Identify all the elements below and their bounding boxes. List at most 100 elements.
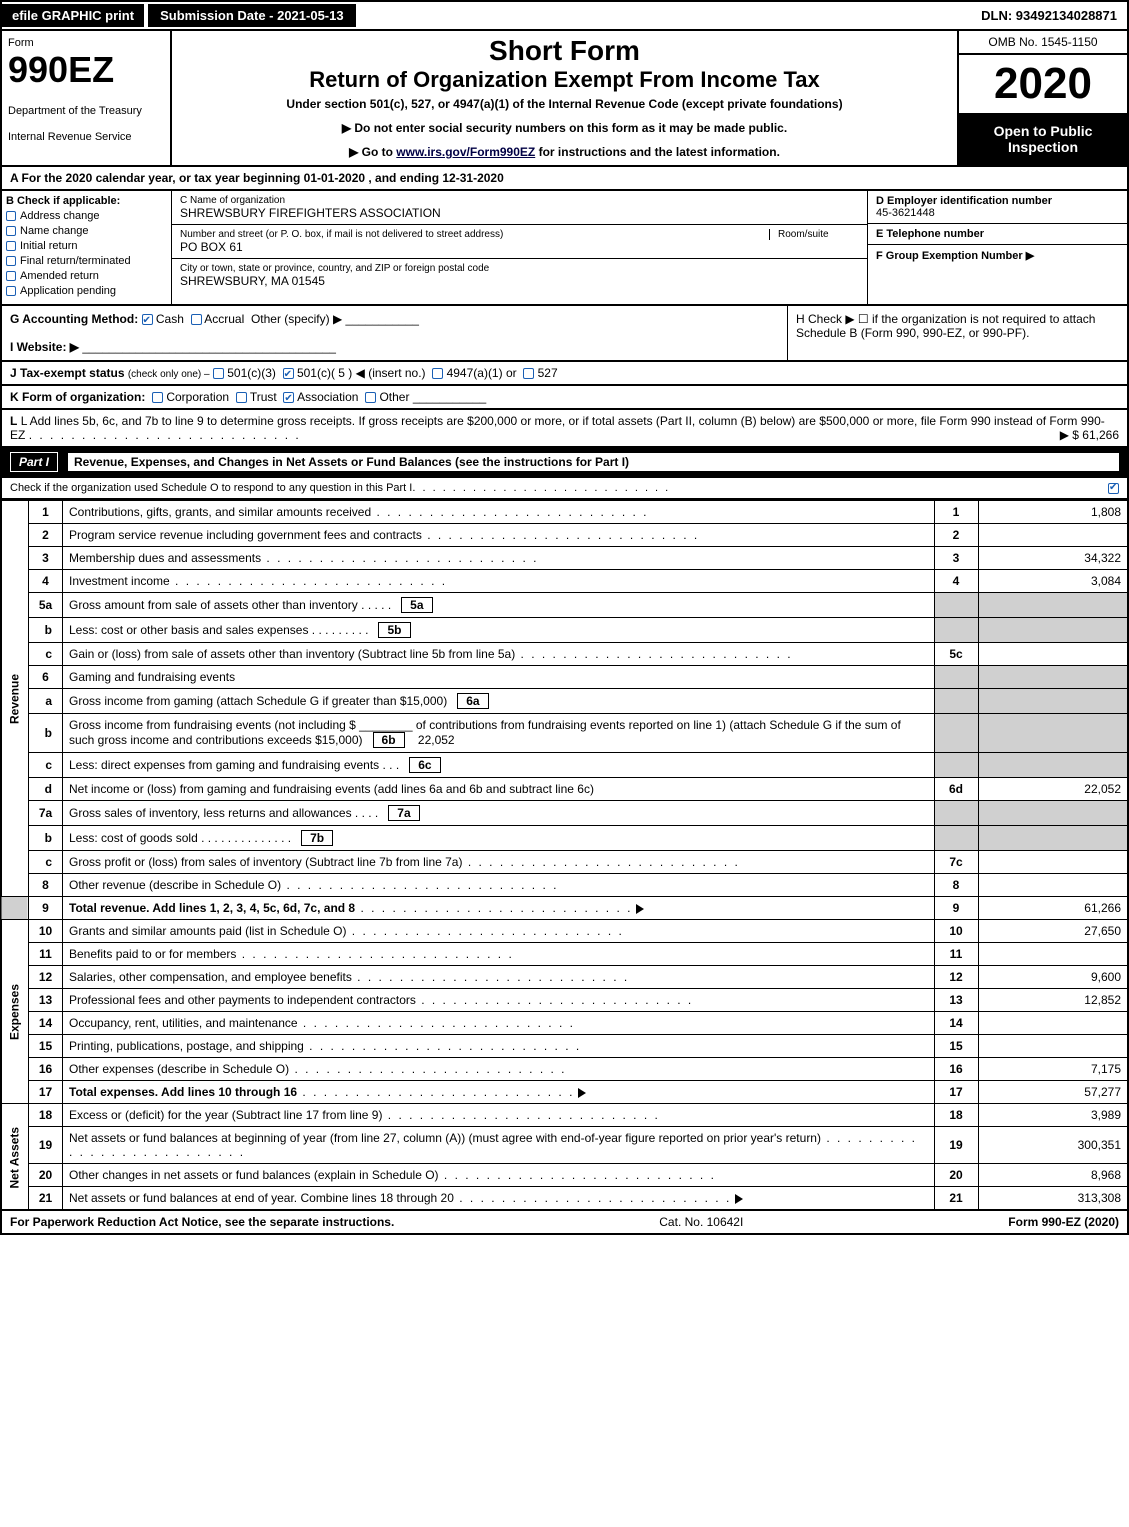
row-g: G Accounting Method: Cash Accrual Other … (2, 306, 787, 360)
open-public: Open to Public Inspection (959, 113, 1127, 165)
netassets-vlabel: Net Assets (1, 1104, 29, 1211)
section-def: D Employer identification number 45-3621… (867, 191, 1127, 304)
part-i-header: Part I Revenue, Expenses, and Changes in… (0, 448, 1129, 478)
header-right: OMB No. 1545-1150 2020 Open to Public In… (957, 31, 1127, 165)
footer-left: For Paperwork Reduction Act Notice, see … (10, 1215, 394, 1229)
irs-link[interactable]: www.irs.gov/Form990EZ (396, 145, 535, 159)
row-a: A For the 2020 calendar year, or tax yea… (0, 167, 1129, 191)
ein-cell: D Employer identification number 45-3621… (868, 191, 1127, 224)
chk-527[interactable] (523, 368, 534, 379)
chk-assoc[interactable] (283, 392, 294, 403)
line-21: 21Net assets or fund balances at end of … (1, 1187, 1128, 1211)
line-16: 16Other expenses (describe in Schedule O… (1, 1058, 1128, 1081)
ein: 45-3621448 (876, 207, 1119, 219)
line-4: 4Investment income43,084 (1, 570, 1128, 593)
line-6c: cLess: direct expenses from gaming and f… (1, 753, 1128, 778)
chk-accrual[interactable] (191, 314, 202, 325)
chk-address-change[interactable]: Address change (6, 210, 167, 222)
row-j: J Tax-exempt status (check only one) – 5… (0, 362, 1129, 386)
line-15: 15Printing, publications, postage, and s… (1, 1035, 1128, 1058)
part-i-table: Revenue 1 Contributions, gifts, grants, … (0, 500, 1129, 1211)
footer-right: Form 990-EZ (2020) (1008, 1215, 1119, 1229)
note-link: ▶ Go to www.irs.gov/Form990EZ for instru… (180, 145, 949, 159)
expenses-vlabel: Expenses (1, 920, 29, 1104)
k-label: K Form of organization: (10, 390, 145, 404)
chk-final-return[interactable]: Final return/terminated (6, 255, 167, 267)
omb-number: OMB No. 1545-1150 (959, 31, 1127, 55)
section-b: B Check if applicable: Address change Na… (2, 191, 172, 304)
chk-pending[interactable]: Application pending (6, 285, 167, 297)
line-11: 11Benefits paid to or for members11 (1, 943, 1128, 966)
j-small: (check only one) – (128, 369, 210, 380)
title-return: Return of Organization Exempt From Incom… (180, 67, 949, 93)
line-7b: bLess: cost of goods sold . . . . . . . … (1, 826, 1128, 851)
header-left: Form 990EZ Department of the Treasury In… (2, 31, 172, 165)
dln: DLN: 93492134028871 (971, 4, 1127, 27)
group-exempt-label: F Group Exemption Number ▶ (876, 249, 1119, 262)
line-19: 19Net assets or fund balances at beginni… (1, 1127, 1128, 1164)
chk-other[interactable] (365, 392, 376, 403)
chk-501c[interactable] (283, 368, 294, 379)
title-short-form: Short Form (180, 35, 949, 67)
l-amt: ▶ $ 61,266 (1060, 428, 1119, 442)
city-label: City or town, state or province, country… (180, 263, 859, 274)
header-center: Short Form Return of Organization Exempt… (172, 31, 957, 165)
line-20: 20Other changes in net assets or fund ba… (1, 1164, 1128, 1187)
addr-label: Number and street (or P. O. box, if mail… (180, 229, 859, 240)
chk-name-change[interactable]: Name change (6, 225, 167, 237)
chk-amended[interactable]: Amended return (6, 270, 167, 282)
line-3: 3Membership dues and assessments334,322 (1, 547, 1128, 570)
efile-label[interactable]: efile GRAPHIC print (2, 4, 144, 27)
triangle-icon (578, 1088, 586, 1098)
info-grid: B Check if applicable: Address change Na… (0, 191, 1129, 306)
chk-corp[interactable] (152, 392, 163, 403)
line-6: 6Gaming and fundraising events (1, 666, 1128, 689)
line-6a: aGross income from gaming (attach Schedu… (1, 689, 1128, 714)
addr-row: Room/suite Number and street (or P. O. b… (172, 225, 867, 259)
line-10: Expenses 10Grants and similar amounts pa… (1, 920, 1128, 943)
line-17: 17Total expenses. Add lines 10 through 1… (1, 1081, 1128, 1104)
org-name: SHREWSBURY FIREFIGHTERS ASSOCIATION (180, 206, 859, 220)
triangle-icon (735, 1194, 743, 1204)
part-i-title: Revenue, Expenses, and Changes in Net As… (68, 453, 1119, 471)
line-6d: dNet income or (loss) from gaming and fu… (1, 778, 1128, 801)
org-name-row: C Name of organization SHREWSBURY FIREFI… (172, 191, 867, 225)
section-c: C Name of organization SHREWSBURY FIREFI… (172, 191, 867, 304)
b-header: B Check if applicable: (6, 195, 167, 207)
form-number: 990EZ (8, 49, 164, 91)
chk-trust[interactable] (236, 392, 247, 403)
city-row: City or town, state or province, country… (172, 259, 867, 293)
row-l: L L Add lines 5b, 6c, and 7b to line 9 t… (0, 410, 1129, 448)
triangle-icon (636, 904, 644, 914)
revenue-vlabel: Revenue (1, 501, 29, 897)
chk-501c3[interactable] (213, 368, 224, 379)
row-gh: G Accounting Method: Cash Accrual Other … (0, 306, 1129, 362)
line-12: 12Salaries, other compensation, and empl… (1, 966, 1128, 989)
form-header: Form 990EZ Department of the Treasury In… (0, 31, 1129, 167)
form-label: Form (8, 37, 164, 49)
line-9: 9Total revenue. Add lines 1, 2, 3, 4, 5c… (1, 897, 1128, 920)
line-1: Revenue 1 Contributions, gifts, grants, … (1, 501, 1128, 524)
chk-cash[interactable] (142, 314, 153, 325)
line-6b: bGross income from fundraising events (n… (1, 714, 1128, 753)
chk-initial-return[interactable]: Initial return (6, 240, 167, 252)
group-exempt-cell: F Group Exemption Number ▶ (868, 245, 1127, 266)
row-i: I Website: ▶ (10, 340, 79, 354)
line-14: 14Occupancy, rent, utilities, and mainte… (1, 1012, 1128, 1035)
phone-cell: E Telephone number (868, 224, 1127, 245)
note2-prefix: ▶ Go to (349, 145, 396, 159)
org-name-label: C Name of organization (180, 195, 859, 206)
city: SHREWSBURY, MA 01545 (180, 274, 859, 288)
subtitle: Under section 501(c), 527, or 4947(a)(1)… (180, 97, 949, 111)
j-label: J Tax-exempt status (10, 366, 125, 380)
line-7c: cGross profit or (loss) from sales of in… (1, 851, 1128, 874)
chk-schedule-o[interactable] (1108, 483, 1119, 494)
addr: PO BOX 61 (180, 240, 859, 254)
part-i-sub: Check if the organization used Schedule … (0, 478, 1129, 500)
note2-suffix: for instructions and the latest informat… (535, 145, 780, 159)
g-label: G Accounting Method: (10, 312, 138, 326)
top-bar: efile GRAPHIC print Submission Date - 20… (0, 0, 1129, 31)
line-13: 13Professional fees and other payments t… (1, 989, 1128, 1012)
chk-4947[interactable] (432, 368, 443, 379)
line-2: 2Program service revenue including gover… (1, 524, 1128, 547)
